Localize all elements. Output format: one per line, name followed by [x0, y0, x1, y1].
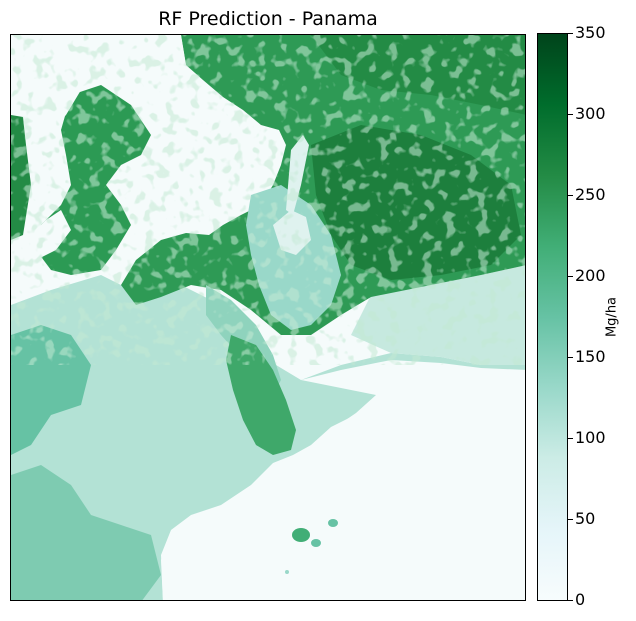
colorbar-tick: [568, 438, 573, 439]
colorbar-tick-label: 0: [575, 590, 586, 609]
texture-overlay: [11, 35, 525, 365]
island: [285, 570, 289, 574]
colorbar-tick: [568, 600, 573, 601]
colorbar: [537, 33, 568, 601]
colorbar-tick-label: 200: [575, 266, 606, 285]
colorbar-tick: [568, 195, 573, 196]
colorbar-tick-label: 250: [575, 185, 606, 204]
colorbar-tick: [568, 114, 573, 115]
sea-gulf: [161, 360, 525, 600]
colorbar-tick-label: 300: [575, 104, 606, 123]
colorbar-tick-label: 350: [575, 23, 606, 42]
colorbar-tick-label: 100: [575, 428, 606, 447]
island: [311, 539, 321, 547]
island: [292, 528, 310, 542]
island: [328, 519, 338, 527]
colorbar-label: Mg/ha: [604, 296, 620, 338]
colorbar-tick: [568, 519, 573, 520]
colorbar-tick: [568, 276, 573, 277]
colorbar-tick-label: 50: [575, 509, 596, 528]
colorbar-tick-label: 150: [575, 347, 606, 366]
biomass-map: [10, 34, 526, 601]
colorbar-tick: [568, 357, 573, 358]
land-mid-biomass-sw2: [11, 465, 161, 600]
chart-title: RF Prediction - Panama: [158, 8, 378, 30]
map-raster: [11, 35, 525, 600]
colorbar-tick: [568, 33, 573, 34]
